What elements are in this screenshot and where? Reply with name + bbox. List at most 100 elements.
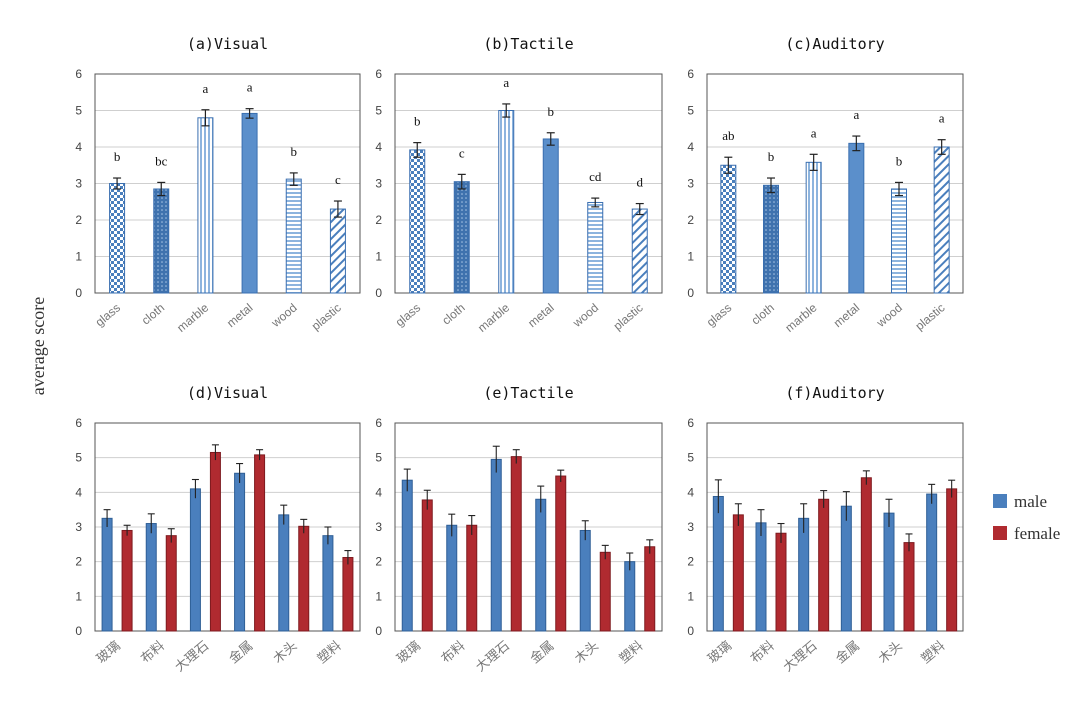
bar-female [775,532,787,632]
bar-male [278,514,290,632]
bar-male [579,529,591,632]
y-tick-label: 6 [687,416,694,430]
bar [763,184,779,294]
y-tick-label: 0 [375,286,382,300]
y-tick-label: 2 [375,555,382,569]
y-tick-label: 4 [75,140,82,154]
y-tick-label: 5 [75,451,82,465]
plot-frame [706,422,964,632]
x-tick-label: 大理石 [781,639,821,676]
x-tick-label: metal [525,301,556,331]
x-tick-label: 金属 [226,638,256,667]
y-tick-label: 1 [375,589,382,603]
x-tick-label: wood [873,301,905,331]
y-tick-label: 0 [75,286,82,300]
bar [285,178,302,294]
bar-male [145,523,157,632]
y-tick-label: 0 [687,286,694,300]
y-tick-label: 6 [375,416,382,430]
significance-letter: a [811,125,817,140]
bar [409,149,426,294]
x-tick-label: 布料 [748,639,778,667]
y-tick-label: 1 [687,589,694,603]
y-tick-label: 2 [75,555,82,569]
bar-female [599,551,611,632]
bar [329,208,346,294]
x-tick-label: 木头 [271,639,301,667]
x-tick-label: 塑料 [315,639,345,667]
bar-male [840,505,852,632]
bar [891,188,907,294]
x-tick-label: plastic [611,301,646,334]
x-tick-label: wood [268,301,300,331]
bar-female [121,529,133,632]
y-tick-label: 4 [375,485,382,499]
y-tick-label: 1 [75,589,82,603]
bar-female [510,456,522,632]
x-tick-label: metal [224,301,255,331]
bar [498,110,515,294]
y-tick-label: 5 [375,104,382,118]
x-tick-label: 塑料 [617,639,647,667]
x-tick-label: 木头 [572,639,602,667]
bar-male [535,498,547,632]
bar [720,164,737,294]
y-tick-label: 6 [687,67,694,81]
plot-frame [706,73,964,294]
y-tick-label: 6 [375,67,382,81]
panel-title: (d)Visual [187,384,268,402]
x-tick-label: marble [174,300,211,335]
significance-letter: b [768,149,775,164]
plot-frame [94,422,361,632]
bar-male [401,479,413,632]
bar-female [421,499,433,632]
y-tick-label: 3 [375,177,382,191]
x-tick-label: plastic [913,301,948,334]
panel-c: (c)Auditory0123456abglassbclothamarbleam… [687,35,964,335]
significance-letter: a [247,80,253,95]
significance-letter: a [503,75,509,90]
panel-f: (f)Auditory 0 1 2 3 4 5 6 玻璃 布料 大理石 金属 木头 塑料 [687,384,964,676]
y-tick-label: 3 [687,177,694,191]
bar [153,188,170,294]
y-tick-label: 5 [75,104,82,118]
y-tick-label: 3 [75,520,82,534]
y-tick-label: 5 [375,451,382,465]
panel-d: (d)Visual 0 1 2 3 4 5 6 玻璃 布料 大理石 金属 木头 塑料 [75,384,361,675]
bar-male [883,512,895,632]
bar [453,181,470,294]
y-tick-label: 1 [687,250,694,264]
legend: male female [993,492,1060,543]
x-tick-label: 玻璃 [394,639,424,667]
significance-letter: b [114,149,121,164]
panel-title: (f)Auditory [785,384,884,402]
y-tick-label: 5 [687,104,694,118]
bar-male [755,522,767,632]
bar-male [798,517,810,632]
significance-letter: d [637,175,644,190]
bar-female [732,514,744,632]
bar [805,161,822,294]
significance-letter: c [335,172,341,187]
bar-female [903,542,915,632]
y-tick-label: 2 [75,213,82,227]
panel-a: (a)Visual0123456bglassbcclothamarbleamet… [75,35,361,335]
y-tick-label: 3 [375,520,382,534]
bar [587,201,604,294]
significance-letter: c [459,145,465,160]
x-tick-label: 布料 [138,639,168,667]
plot-frame [94,73,361,294]
y-axis-label: average score [28,297,48,395]
bar [933,146,950,294]
bar-female [946,488,958,632]
y-tick-label: 1 [75,250,82,264]
legend-label-male: male [1014,492,1047,511]
bar-female [165,535,177,632]
x-tick-label: glass [704,301,734,330]
bar-male [234,472,246,632]
y-tick-label: 5 [687,451,694,465]
panels: (a)Visual0123456bglassbcclothamarbleamet… [75,35,964,676]
x-tick-label: 玻璃 [705,639,735,667]
x-tick-label: 大理石 [473,639,513,676]
